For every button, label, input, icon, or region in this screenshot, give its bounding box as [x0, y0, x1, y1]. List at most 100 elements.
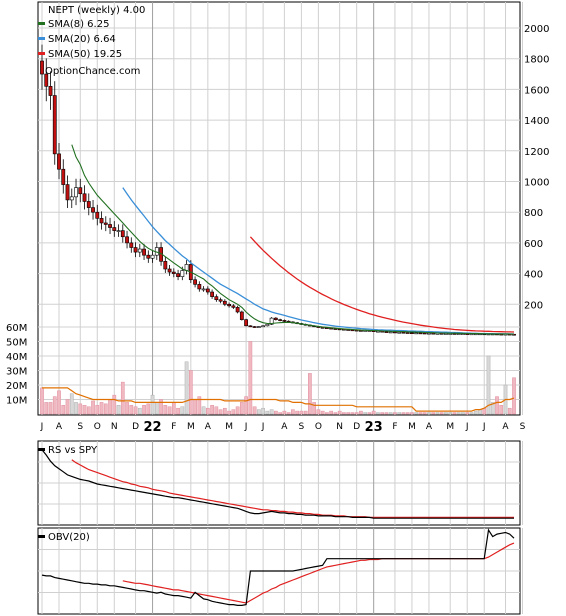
candle-body: [99, 218, 104, 224]
x-tick-label: M: [408, 422, 416, 432]
volume-bar: [291, 409, 295, 415]
candle-body: [376, 330, 380, 333]
obv-label: OBV(20): [48, 532, 90, 543]
volume-bar: [235, 406, 240, 415]
volume-bar: [337, 410, 342, 415]
candle-body: [167, 268, 172, 273]
volume-bar: [427, 412, 431, 415]
x-tick-label: J: [40, 422, 44, 432]
candle-body: [116, 230, 121, 232]
volume-bar: [86, 406, 91, 415]
candle-body: [231, 305, 236, 308]
x-tick-label: A: [426, 422, 433, 432]
rs-grid: [38, 441, 524, 525]
price-axis: 2000 1800 1600 1400 1200 1000 800 600 400 200: [524, 24, 549, 311]
candle-body: [410, 332, 414, 334]
volume-bar: [393, 412, 397, 415]
volume-sma: [42, 387, 515, 412]
volume-bar: [201, 406, 206, 415]
sma50-line: [249, 236, 515, 333]
volume-tick-label: 30M: [6, 367, 27, 378]
sma-lines: [71, 144, 515, 335]
volume-bar: [197, 396, 202, 415]
volume-bar: [40, 387, 44, 415]
volume-sma-line: [42, 387, 515, 412]
price-tick-label: 1600: [524, 85, 549, 96]
candle-body: [142, 248, 146, 256]
candle-body: [65, 184, 70, 201]
volume-bar: [465, 412, 470, 415]
volume-bar: [150, 394, 155, 415]
volume-bar: [269, 409, 274, 415]
candle-body: [171, 271, 176, 274]
volume-bar: [74, 402, 78, 415]
candle-body: [214, 296, 219, 300]
candle-body: [95, 211, 100, 219]
x-tick-label: A: [502, 422, 509, 432]
candle-body: [239, 311, 244, 320]
volume-bar: [69, 393, 74, 415]
candle-body: [57, 153, 61, 170]
candle-body: [197, 284, 202, 290]
rs-legend-swatch: [38, 448, 45, 451]
volume-bar: [456, 412, 461, 415]
volume-bar: [129, 405, 134, 415]
sma8-line: [71, 144, 514, 335]
candle-body: [405, 332, 410, 334]
x-tick-label: S: [77, 422, 83, 432]
volume-bar: [363, 412, 368, 415]
candle-body: [120, 230, 125, 238]
volume-bar: [184, 361, 189, 415]
volume-bar: [359, 410, 363, 415]
volume-bar: [325, 412, 329, 415]
volume-bar: [142, 405, 146, 415]
volume-bar: [512, 377, 516, 415]
x-tick-label: D: [353, 422, 360, 432]
candle-body: [129, 242, 134, 248]
x-tick-label: J: [482, 422, 486, 432]
rs-ma-line: [71, 459, 514, 518]
volume-bar: [176, 407, 180, 415]
x-tick-label: J: [465, 422, 469, 432]
volume-bar: [367, 412, 372, 415]
volume-bar: [240, 402, 244, 415]
volume-bar: [410, 412, 414, 415]
candle-body: [235, 307, 240, 313]
volume-bar: [218, 409, 223, 415]
volume-bar: [384, 412, 389, 415]
candle-body: [78, 187, 83, 195]
price-tick-label: 1000: [524, 178, 549, 189]
candle-body: [269, 317, 274, 325]
price-tick-label: 2000: [524, 24, 549, 35]
candle-body: [256, 326, 261, 328]
legend-sma8: SMA(8) 6.25: [48, 19, 109, 30]
candle-body: [397, 331, 402, 334]
candle-body: [282, 320, 287, 322]
obv-line: [41, 528, 515, 606]
volume-bar: [180, 406, 185, 415]
volume-axis: 60M 50M 40M 30M 20M 10M: [6, 323, 27, 407]
volume-bar: [439, 412, 444, 415]
volume-bar: [44, 402, 49, 415]
candle-body: [278, 319, 283, 321]
candle-body: [205, 288, 210, 293]
volume-bar: [333, 412, 338, 415]
legend-swatch-sma20: [38, 37, 45, 40]
candle-body: [201, 288, 206, 291]
volume-bar: [265, 410, 270, 415]
volume-bar: [48, 402, 53, 415]
volume-bar: [469, 412, 474, 415]
volume-bar: [452, 412, 457, 415]
candle-body: [180, 270, 185, 277]
candle-body: [401, 331, 406, 334]
volume-bar: [125, 402, 129, 415]
volume-bar: [99, 402, 104, 415]
candle-body: [261, 325, 266, 328]
volume-bar: [380, 412, 385, 415]
volume-bar: [137, 407, 142, 415]
volume-tick-label: 10M: [6, 396, 27, 407]
candle-body: [52, 95, 57, 155]
price-tick-label: 800: [524, 208, 543, 219]
volume-bar: [282, 410, 287, 415]
volume-bar: [146, 403, 151, 415]
